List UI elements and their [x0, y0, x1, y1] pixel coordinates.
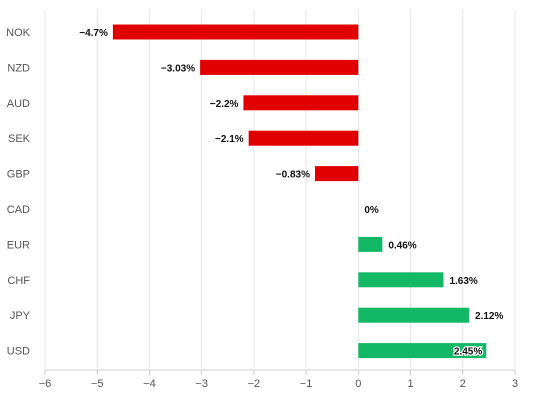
- category-label: EUR: [7, 239, 30, 251]
- x-tick-label: −5: [91, 378, 104, 390]
- data-label: −2.1%: [215, 134, 244, 145]
- category-label: SEK: [8, 133, 31, 145]
- category-label: JPY: [10, 310, 31, 322]
- data-label: 1.63%: [449, 276, 477, 287]
- category-label: CAD: [7, 204, 30, 216]
- bar: [358, 307, 470, 323]
- data-label: 2.12%: [475, 311, 503, 322]
- axis-layer: −6 −5 −4 −3 −2 −1 0 1 2 3: [39, 369, 518, 390]
- x-tick-label: 1: [407, 378, 413, 390]
- bar: [358, 272, 444, 288]
- category-label: USD: [7, 346, 30, 358]
- bar-layer: [112, 24, 487, 359]
- data-label: −0.83%: [276, 170, 310, 181]
- bar: [314, 166, 359, 182]
- bar: [243, 95, 359, 111]
- bar: [200, 59, 359, 75]
- label-layer: NOK −4.7% NZD −3.03% AUD −2.2% SEK −2.1% GBP −0.8…: [6, 27, 503, 359]
- x-tick-label: −1: [300, 378, 313, 390]
- data-label: −2.2%: [210, 99, 239, 110]
- x-tick-label: 3: [512, 378, 518, 390]
- bar: [358, 236, 383, 252]
- category-label: AUD: [7, 98, 30, 110]
- x-tick-label: 2: [460, 378, 466, 390]
- x-tick-label: −6: [39, 378, 52, 390]
- data-label: 0.46%: [388, 240, 416, 251]
- x-tick-label: −3: [195, 378, 208, 390]
- category-label: NOK: [6, 27, 31, 39]
- data-label: −4.7%: [79, 28, 108, 39]
- category-label: CHF: [7, 275, 30, 287]
- bar: [358, 343, 487, 359]
- x-tick-label: −2: [248, 378, 261, 390]
- data-label: −3.03%: [161, 63, 195, 74]
- data-label: 0%: [364, 205, 379, 216]
- category-label: GBP: [7, 169, 30, 181]
- data-label: 2.45%: [454, 347, 482, 358]
- x-tick-label: −4: [143, 378, 156, 390]
- bar: [248, 130, 359, 146]
- bar: [112, 24, 359, 40]
- x-tick-label: 0: [355, 378, 361, 390]
- category-label: NZD: [7, 62, 30, 74]
